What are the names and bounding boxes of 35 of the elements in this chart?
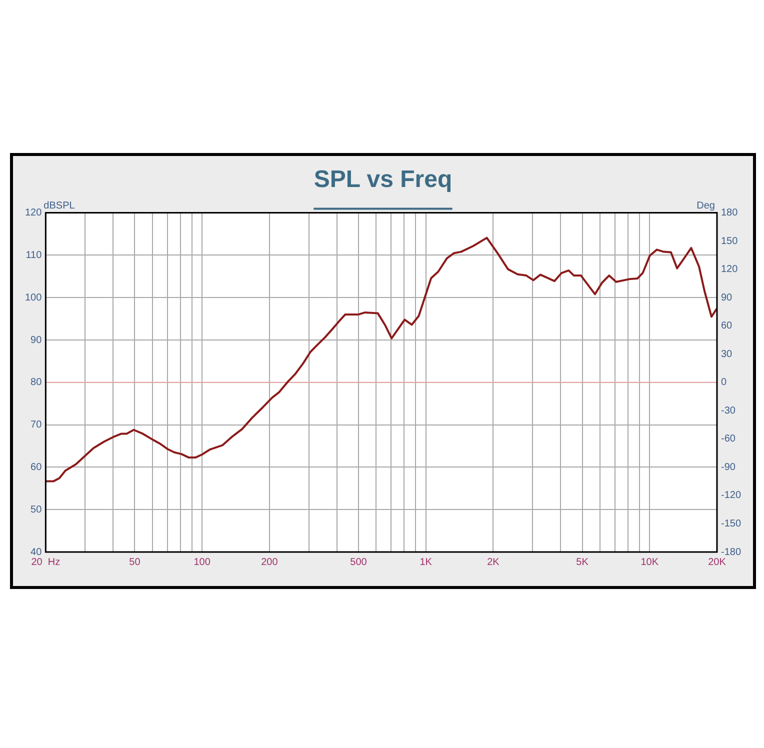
y2-tick-label: 30: [720, 348, 733, 360]
y-tick-label: 120: [24, 208, 42, 219]
x-tick-label: 20K: [708, 556, 726, 568]
y-tick-label: 50: [30, 504, 42, 516]
y-tick-label: 40: [30, 546, 42, 558]
y2-tick-label: -150: [720, 518, 742, 530]
y-tick-label: 60: [30, 462, 42, 473]
y2-axis-title: Deg: [696, 200, 715, 212]
x-tick-label: 200: [261, 556, 278, 568]
y-tick-label: 80: [30, 377, 42, 388]
y2-tick-label: 90: [720, 292, 733, 304]
y-axis-title: dBSPL: [44, 200, 76, 212]
y2-tick-label: 60: [720, 320, 733, 332]
y-tick-label: 90: [30, 334, 42, 346]
y2-tick-label: -180: [720, 546, 742, 558]
y2-tick-label: -60: [720, 434, 736, 445]
chart-title: SPL vs Freq: [314, 166, 452, 194]
y2-tick-label: -30: [720, 405, 736, 416]
x-tick-label: 100: [194, 556, 211, 568]
x-tick-label: 1K: [420, 556, 432, 568]
y2-tick-label: 0: [720, 377, 727, 388]
x-tick-label: 20 Hz: [31, 556, 60, 568]
y2-tick-label: 150: [720, 236, 738, 247]
y2-tick-label: -120: [720, 490, 742, 502]
y-tick-label: 110: [26, 250, 42, 261]
x-tick-label: 2K: [487, 556, 500, 568]
x-tick-label: 5K: [576, 556, 589, 568]
x-tick-label: 10K: [640, 556, 659, 568]
y2-tick-label: 180: [720, 208, 738, 219]
y-tick-label: 70: [30, 420, 42, 431]
y-tick-label: 100: [24, 292, 42, 304]
x-tick-label: 50: [129, 556, 141, 568]
x-tick-label: 500: [350, 556, 368, 568]
y2-tick-label: -90: [720, 462, 736, 473]
y2-tick-label: 120: [720, 264, 738, 276]
